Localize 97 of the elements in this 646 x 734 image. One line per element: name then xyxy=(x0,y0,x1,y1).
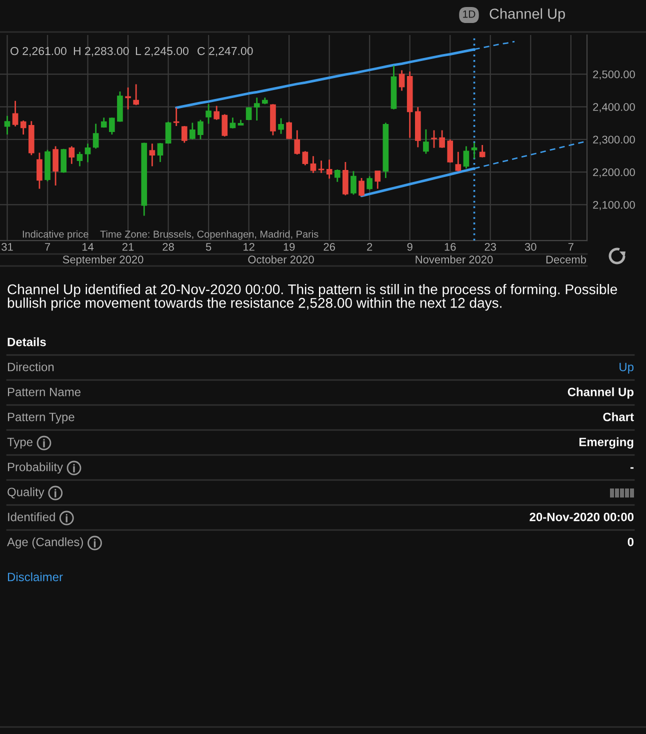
candlestick xyxy=(165,121,172,144)
candlestick xyxy=(302,150,308,166)
candlestick xyxy=(423,128,429,154)
text: Pattern Type xyxy=(8,412,74,424)
candlestick xyxy=(173,107,180,127)
text: October 2020 xyxy=(248,255,314,264)
candlestick xyxy=(12,100,18,128)
text: Pattern Name xyxy=(8,388,80,396)
y-tick-label: 2,100.00 xyxy=(593,201,635,210)
candlestick xyxy=(278,118,284,135)
candlestick xyxy=(294,130,300,156)
x-tick-label: 28 xyxy=(162,242,174,251)
candlestick xyxy=(125,86,131,110)
text: Age (Candles) xyxy=(7,537,83,549)
y-tick-label: 2,200.00 xyxy=(593,168,635,178)
x-tick-label: 16 xyxy=(444,242,456,251)
annotation: O 2,261.00 xyxy=(10,46,66,56)
x-tick-label: 9 xyxy=(407,242,412,251)
candlestick xyxy=(76,151,83,167)
annotation: Time Zone: Brussels, Copenhagen, Madrid, Paris xyxy=(100,230,318,240)
candlestick xyxy=(254,96,260,122)
x-tick-label: 7 xyxy=(568,243,574,251)
text: Direction xyxy=(8,362,54,372)
candlestick xyxy=(479,144,486,158)
candlestick xyxy=(374,170,381,190)
candlestick xyxy=(230,116,236,130)
y-tick-label: 2,300.00 xyxy=(593,136,635,145)
x-tick-label: 21 xyxy=(122,242,134,251)
candlestick xyxy=(358,177,364,197)
candlestick xyxy=(190,122,196,140)
candlestick xyxy=(181,125,188,144)
x-tick-label: 30 xyxy=(524,242,536,251)
text: Up xyxy=(620,362,634,374)
x-tick-label: 26 xyxy=(324,242,335,251)
annotation: C 2,247.00 xyxy=(198,46,253,56)
candlestick xyxy=(52,146,58,186)
x-tick-label: 12 xyxy=(244,242,254,251)
candlestick xyxy=(463,146,470,170)
text: Details xyxy=(8,337,46,346)
text: - xyxy=(630,467,634,469)
x-tick-label: 7 xyxy=(45,243,50,251)
candlestick xyxy=(342,161,348,196)
candlestick xyxy=(68,146,75,165)
candlestick xyxy=(286,121,292,140)
candlestick xyxy=(310,155,316,174)
candlestick xyxy=(471,142,478,160)
text: Emerging xyxy=(579,437,634,449)
candlestick xyxy=(246,106,252,121)
candlestick xyxy=(36,152,42,190)
text: Disclaimer xyxy=(8,572,63,582)
candlestick xyxy=(109,116,115,136)
chart-title: Channel Up xyxy=(490,8,565,22)
candlestick xyxy=(334,168,340,183)
candlestick xyxy=(206,103,212,124)
candlestick xyxy=(133,84,139,106)
x-tick-label: 23 xyxy=(484,242,496,251)
candlestick xyxy=(157,142,164,163)
text: Identified xyxy=(8,512,55,522)
candlestick xyxy=(447,138,454,164)
candlestick xyxy=(84,142,91,163)
x-tick-label: 5 xyxy=(206,243,212,251)
text: September 2020 xyxy=(62,255,144,266)
candlestick xyxy=(92,123,99,150)
candlestick xyxy=(439,130,445,149)
candlestick xyxy=(366,176,373,190)
annotation: H 2,283.00 xyxy=(74,46,129,56)
text: Chart xyxy=(603,412,634,422)
candlestick xyxy=(318,160,324,174)
candlestick xyxy=(4,115,10,136)
text: Quality xyxy=(8,487,44,499)
candlestick xyxy=(222,114,228,138)
text: Channel Up xyxy=(568,387,634,399)
y-tick-label: 2,500.00 xyxy=(593,70,635,80)
text: Channel Up identified at 20-Nov-2020 00:00. This pattern is still in the process of forming. Possible bullish price movement towards the resistance 2,528.00 within the next 12 days. xyxy=(8,284,618,311)
y-tick-label: 2,400.00 xyxy=(593,103,635,112)
text: Probability xyxy=(8,462,64,474)
candlestick xyxy=(149,142,156,167)
candlestick xyxy=(431,130,437,149)
text: November 2020 xyxy=(416,255,493,264)
candlestick xyxy=(214,105,220,121)
text: 1D xyxy=(463,10,476,18)
x-tick-label: 2 xyxy=(367,242,372,251)
candlestick xyxy=(326,158,332,180)
text: 0 xyxy=(628,538,634,546)
text: 20-Nov-2020 00:00 xyxy=(530,512,634,522)
annotation: Indicative price xyxy=(22,230,88,240)
text: Type xyxy=(7,438,32,449)
text: Decemb xyxy=(546,255,586,264)
candlestick xyxy=(198,119,204,140)
candlestick xyxy=(20,120,26,136)
x-tick-label: 14 xyxy=(82,243,94,251)
candlestick xyxy=(398,70,405,92)
x-tick-label: 19 xyxy=(284,242,295,251)
annotation: L 2,245.00 xyxy=(136,46,188,56)
x-tick-label: 31 xyxy=(2,242,13,251)
candlestick xyxy=(350,170,356,196)
candlestick xyxy=(455,151,462,172)
